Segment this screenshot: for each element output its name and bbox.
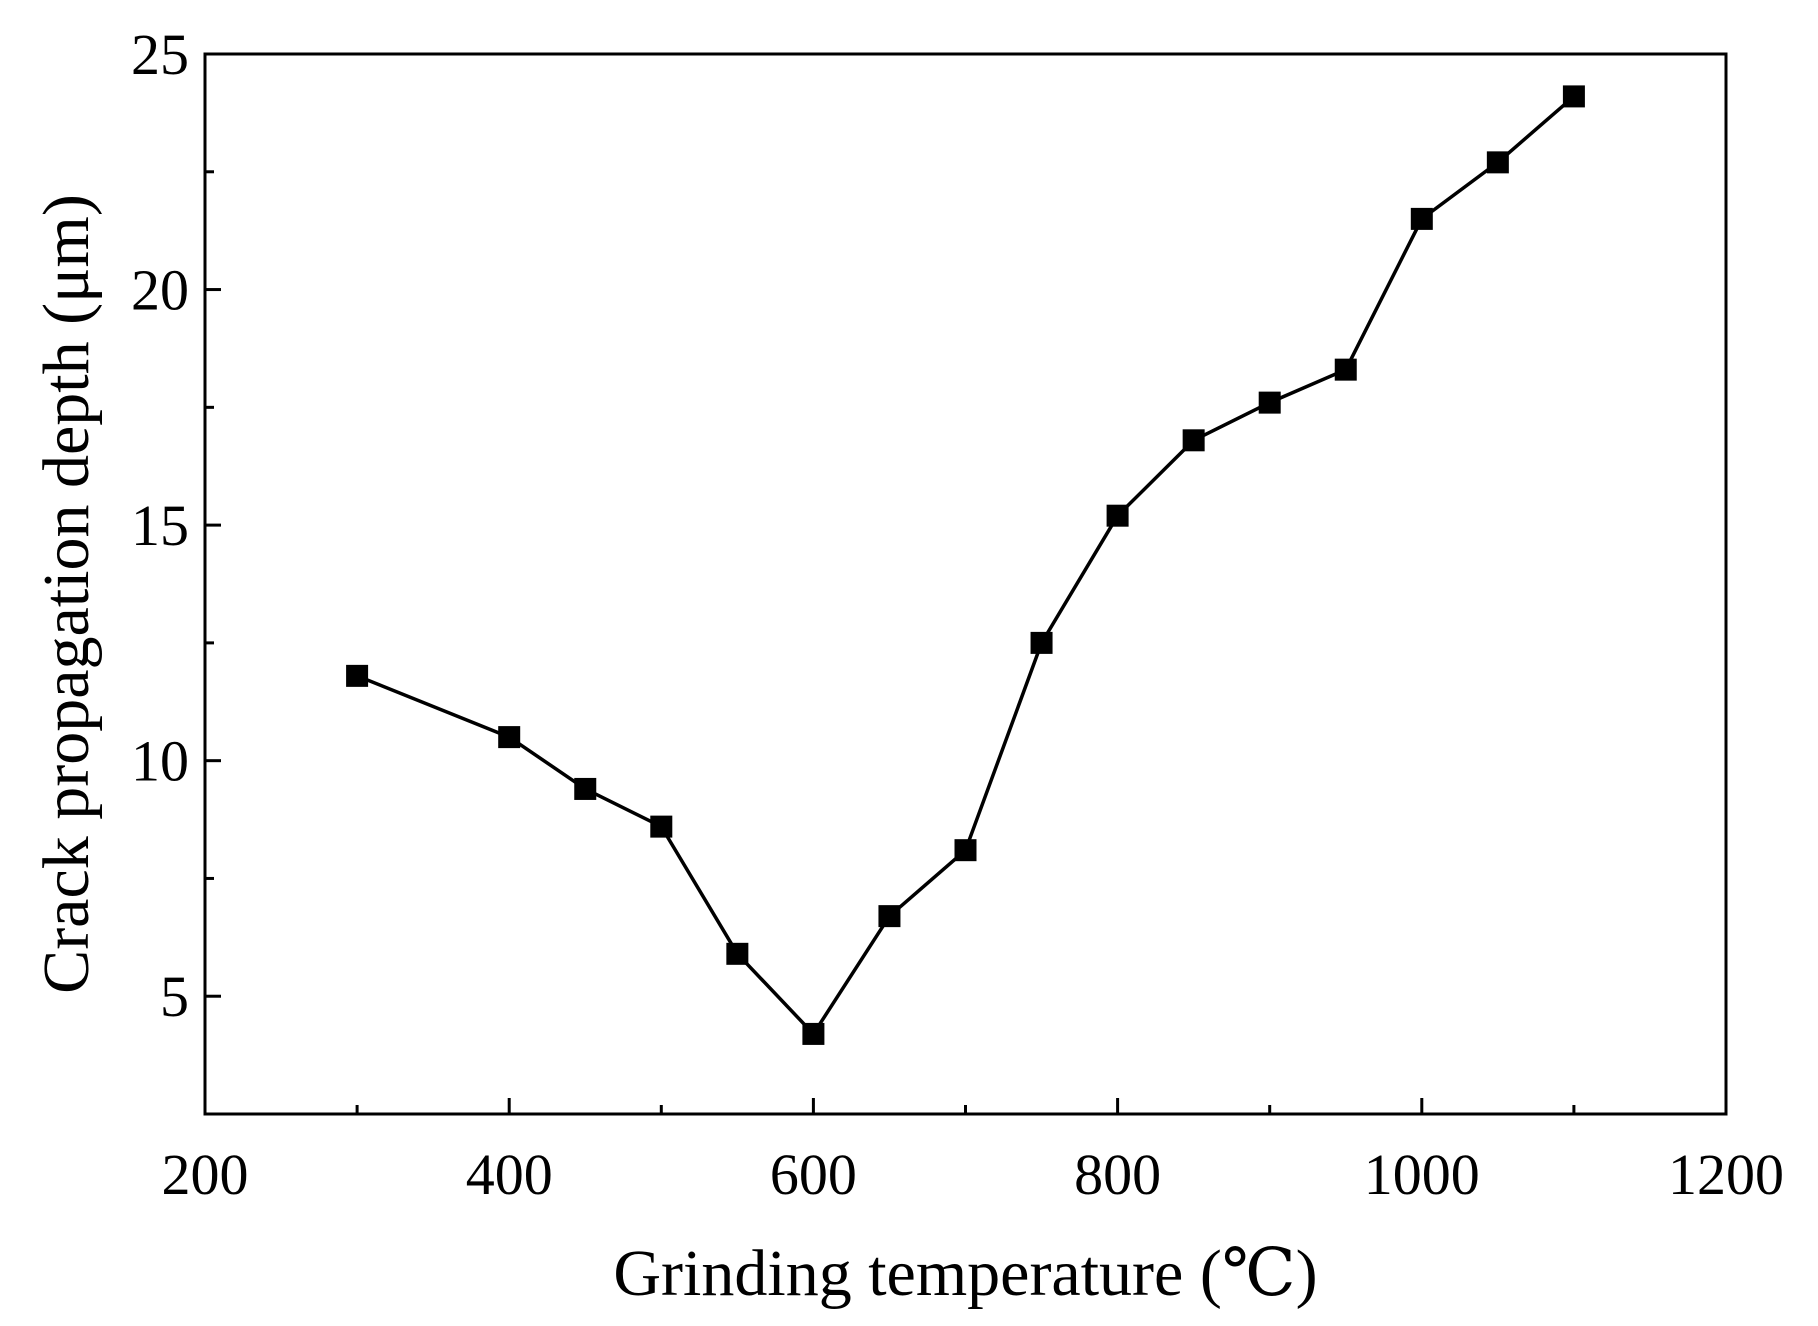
y-tick-label: 10	[131, 729, 189, 794]
data-point-marker	[1106, 504, 1129, 527]
axis-ticks	[203, 52, 1728, 1114]
x-tick-label: 600	[770, 1142, 857, 1207]
y-tick-label: 5	[160, 964, 189, 1029]
series-line-path	[356, 95, 1576, 1036]
x-tick-label: 1200	[1668, 1142, 1784, 1207]
y-axis-title: Crack propagation depth (μm)	[30, 194, 103, 994]
data-point-marker	[802, 1022, 825, 1045]
y-tick-label: 15	[131, 493, 189, 558]
data-point-marker	[1182, 429, 1205, 452]
data-point-marker	[346, 664, 369, 687]
data-point-marker	[1486, 151, 1509, 174]
x-tick-label: 1000	[1364, 1142, 1480, 1207]
x-tick-label: 400	[466, 1142, 553, 1207]
data-point-marker	[1410, 207, 1433, 230]
series-line	[356, 95, 1576, 1036]
y-tick-label: 20	[131, 258, 189, 323]
data-point-marker	[1562, 85, 1585, 108]
data-point-marker	[574, 777, 597, 800]
data-point-marker	[650, 815, 673, 838]
data-point-marker	[498, 726, 521, 749]
tick-labels: 200 400 600 800 1000 1200 5 10 15 20 25	[131, 22, 1784, 1207]
data-markers	[346, 85, 1585, 1045]
data-point-marker	[954, 839, 977, 862]
data-point-marker	[1258, 391, 1281, 414]
x-axis-title: Grinding temperature (℃)	[613, 1237, 1317, 1310]
x-tick-label: 200	[162, 1142, 249, 1207]
plot-frame	[203, 52, 1728, 1116]
data-point-marker	[1030, 631, 1053, 654]
data-point-marker	[878, 905, 901, 928]
y-tick-label: 25	[131, 22, 189, 87]
data-point-marker	[726, 942, 749, 965]
data-point-marker	[1334, 358, 1357, 381]
x-tick-label: 800	[1074, 1142, 1161, 1207]
